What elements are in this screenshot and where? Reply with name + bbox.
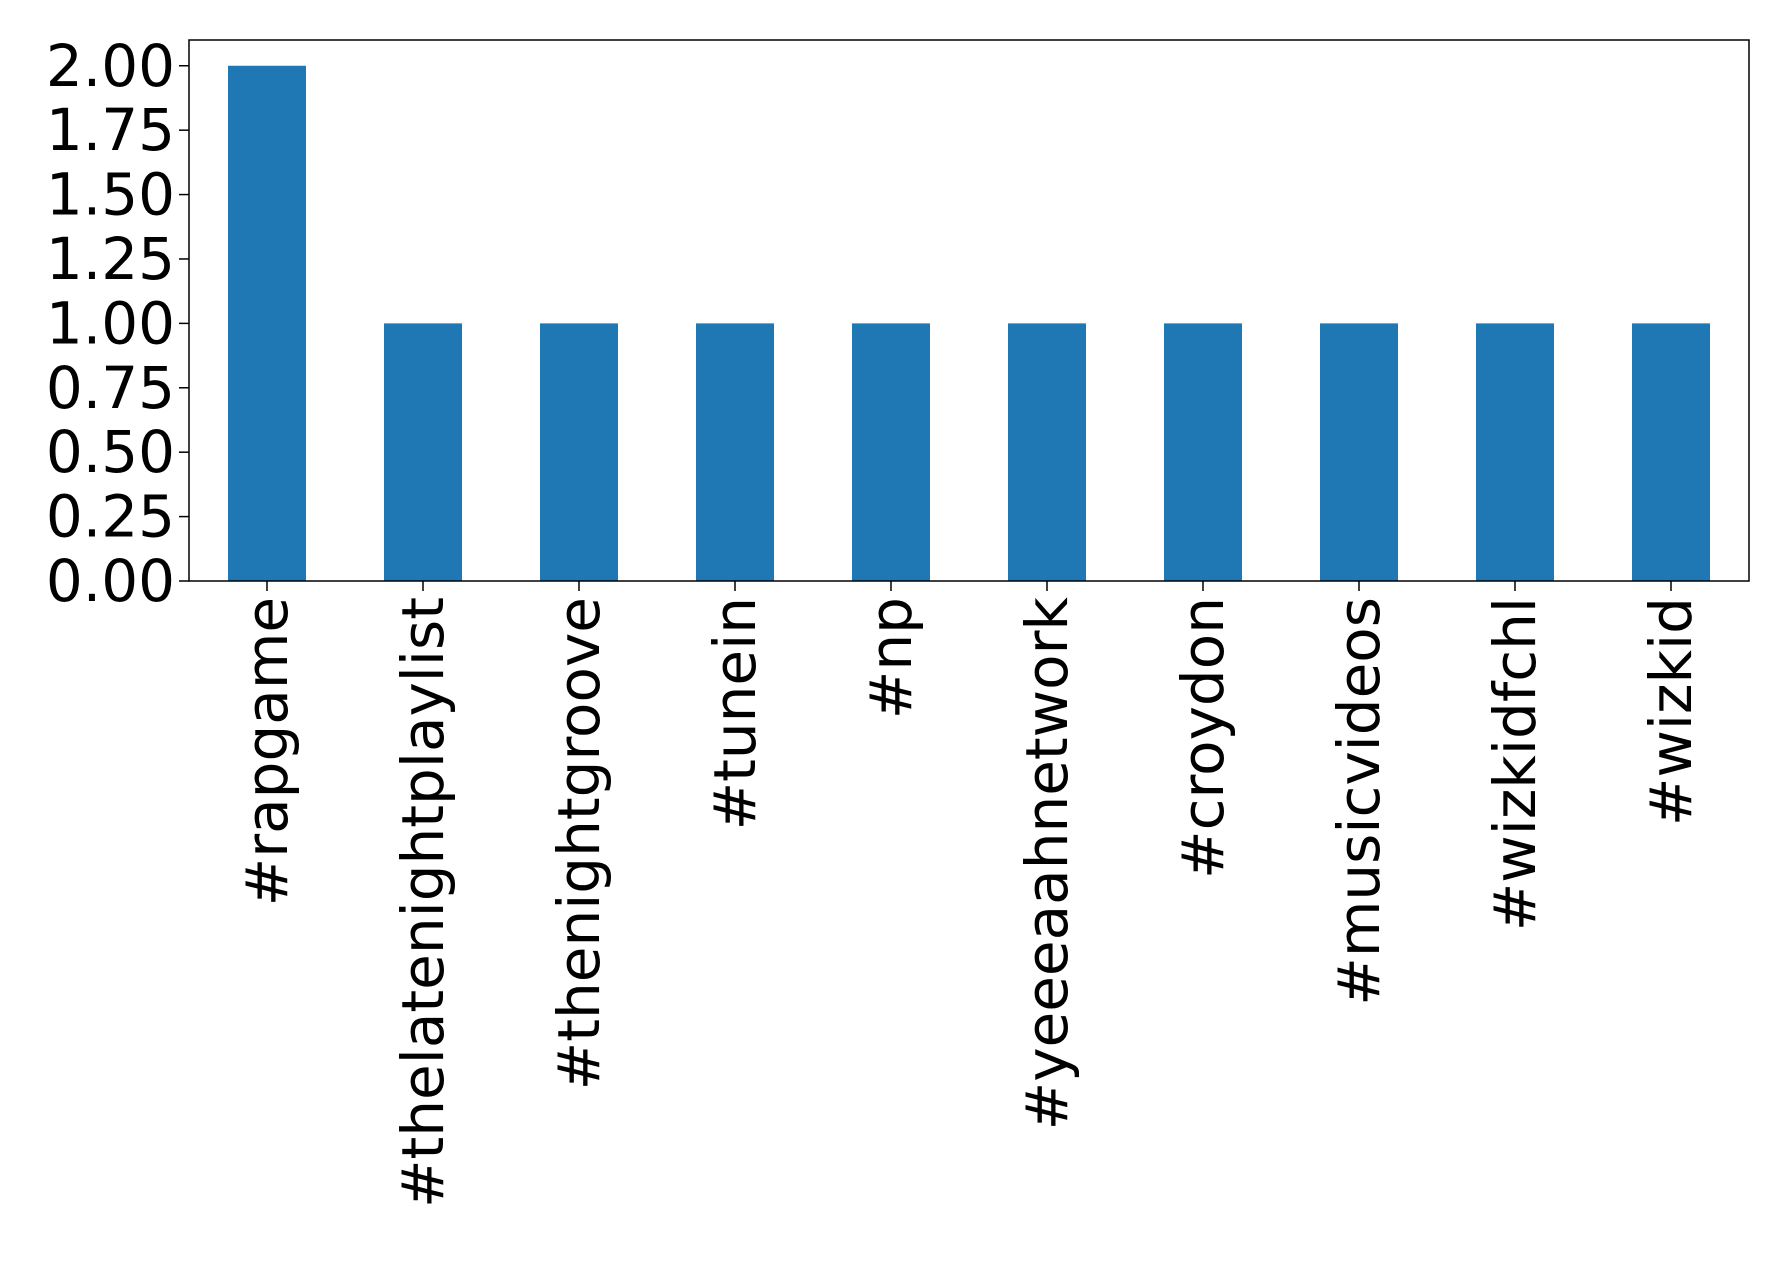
bar [696,323,774,581]
bar [852,323,930,581]
y-tick-label: 0.25 [46,483,175,551]
bar [1320,323,1398,581]
x-tick-label: #tunein [701,597,769,830]
x-tick-label: #rapgame [233,597,301,906]
x-tick-label: #musicvideos [1325,597,1393,1006]
x-tick-label: #np [857,597,925,719]
bar [1632,323,1710,581]
x-tick-label: #thelatenightplaylist [389,597,457,1208]
bar [540,323,618,581]
x-tick-label: #wizkid [1637,597,1705,826]
bar [384,323,462,581]
y-tick-label: 0.75 [46,354,175,422]
x-tick-label: #wizkidfchl [1481,597,1549,931]
x-tick-label: #thenightgroove [545,597,613,1090]
y-tick-label: 1.25 [46,225,175,293]
y-tick-label: 1.50 [46,161,175,229]
bar [228,65,306,581]
x-tick-label: #croydon [1169,597,1237,879]
bar [1008,323,1086,581]
bar [1164,323,1242,581]
bar [1476,323,1554,581]
y-tick-label: 0.50 [46,418,175,486]
plot-frame [188,39,1750,582]
y-tick-label: 1.75 [46,96,175,164]
y-tick-label: 1.00 [46,289,175,357]
x-tick-label: #yeeeaahnetwork [1013,597,1081,1131]
y-tick-label: 0.00 [46,547,175,615]
y-tick-label: 2.00 [46,32,175,100]
